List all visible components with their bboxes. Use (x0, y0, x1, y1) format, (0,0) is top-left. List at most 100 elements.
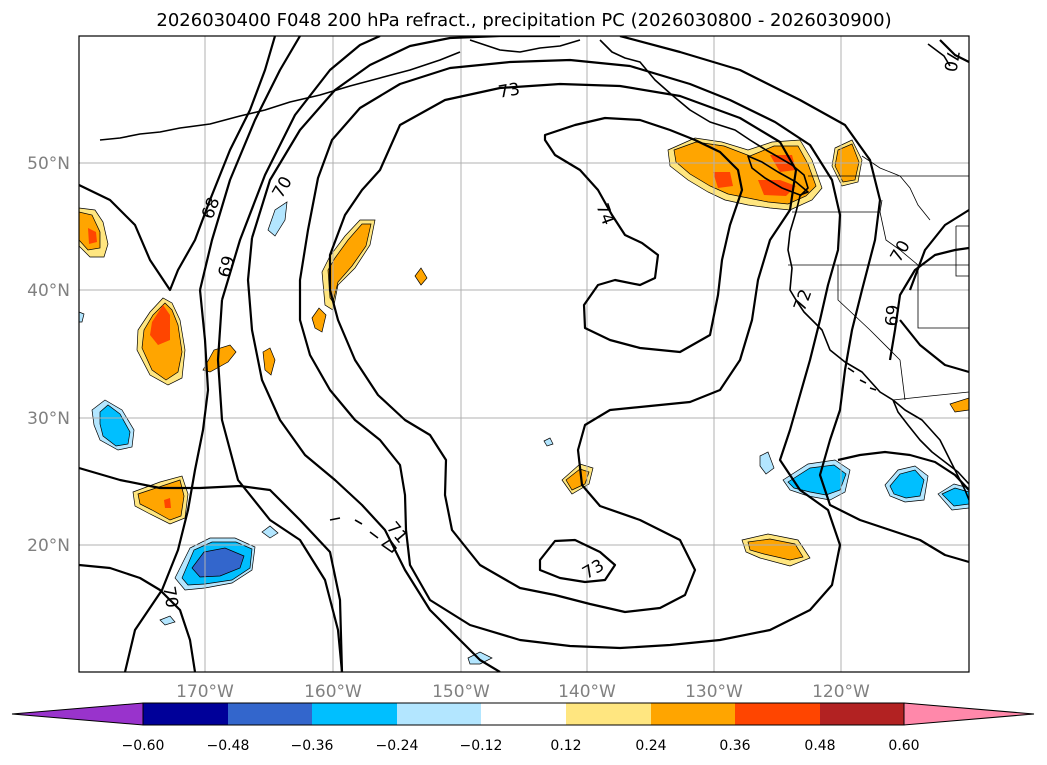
precip-neg-24n-113w-core (941, 487, 969, 507)
coast-north-america (599, 39, 969, 501)
precip-neg-31n-174w-core (99, 404, 131, 447)
colorbar-frame (142, 702, 905, 726)
colorbar-tick-5: −0.12 (460, 738, 503, 754)
lat-label-20n: 20°N (27, 536, 70, 556)
precip-blob-41n-153w (414, 267, 428, 286)
border-idaho (879, 211, 919, 266)
colorbar-segment-4 (397, 703, 481, 725)
precip-neg-28n-143w (543, 437, 554, 447)
contour-70-south (79, 466, 344, 672)
precip-blob-31n-115w (949, 397, 969, 413)
contour-70-top-right (939, 39, 969, 63)
border-california-nevada (837, 265, 906, 401)
coast-gulf-islands (927, 43, 951, 67)
longitude-labels: 170°W 160°W 150°W 140°W 130°W 120°W (176, 682, 870, 702)
precip-neg-16n-172w (159, 615, 176, 626)
map-content: 68 69 70 71 73 74 72 69 70 70 73 70 (79, 36, 969, 672)
precip-blob-38n-160w (311, 307, 327, 333)
contour-label-70-top-right: 70 (939, 48, 962, 73)
lon-label-150w: 150°W (432, 682, 490, 702)
contour-68 (79, 36, 277, 292)
lat-label-40n: 40°N (27, 281, 70, 301)
contour-73 (328, 82, 798, 614)
colorbar-extend-high (903, 702, 1035, 726)
latitude-labels: 50°N 40°N 30°N 20°N (27, 154, 70, 556)
coastlines (99, 39, 969, 553)
lon-label-130w: 130°W (685, 682, 743, 702)
precipitation-shading (79, 137, 969, 665)
colorbar-tick-9: 0.48 (804, 738, 835, 754)
contour-69-west-down (123, 289, 210, 672)
colorbar-segment-9 (820, 703, 904, 725)
border-utah-arizona (917, 265, 969, 329)
precip-blob-24n-173w-core (137, 479, 185, 521)
precip-neg-24n-116w-core (889, 469, 925, 499)
lon-label-120w: 120°W (812, 682, 870, 702)
precip-neg-22n-164w (261, 525, 279, 539)
colorbar-segment-8 (735, 703, 820, 725)
coast-hawaii (329, 517, 397, 553)
precip-blob-37n-173w-max (150, 305, 170, 345)
contour-70-west (220, 36, 381, 301)
contour-70-southeast (899, 319, 969, 374)
lon-label-160w: 160°W (304, 682, 362, 702)
precip-neg-26n-125w (759, 451, 775, 475)
colorbar-extend-low (11, 702, 144, 726)
colorbar-segment-3 (312, 703, 397, 725)
contour-73-outer (538, 538, 617, 584)
map-frame (78, 35, 970, 673)
colorbar-segment-5 (481, 703, 566, 725)
contour-70-east (908, 209, 969, 291)
colorbar-tick-2: −0.48 (207, 738, 250, 754)
colorbar-tick-8: 0.36 (719, 738, 750, 754)
contour-label-73: 73 (497, 79, 522, 102)
lat-label-30n: 30°N (27, 409, 70, 429)
coast-aleutians (99, 51, 461, 141)
coast-socal-islands (847, 367, 877, 391)
precip-blob-36n-164w (262, 347, 276, 376)
refractivity-contours (79, 36, 969, 672)
colorbar-segment-2 (228, 703, 312, 725)
contour-69-west (198, 36, 301, 291)
precip-neg-46n-164w (267, 201, 288, 237)
contour-69-east (888, 246, 969, 361)
contour-72 (298, 58, 842, 650)
colorbar-tick-1: −0.60 (122, 738, 165, 754)
contour-label-69-east: 69 (882, 304, 904, 327)
contour-71 (250, 36, 969, 564)
lon-label-170w: 170°W (176, 682, 234, 702)
contour-74 (543, 116, 744, 354)
figure-title: 2026030400 F048 200 hPa refract., precip… (156, 10, 891, 31)
border-canada-interior (861, 155, 931, 221)
precip-blob-19n-127w-core (747, 538, 804, 561)
coast-vancouver-island (747, 155, 809, 196)
colorbar-tick-3: −0.36 (291, 738, 334, 754)
political-borders (788, 155, 969, 401)
precip-band-pnw-max-1 (713, 172, 733, 188)
lon-label-140w: 140°W (558, 682, 616, 702)
colorbar-segment-6 (566, 703, 651, 725)
contour-71-inner (246, 237, 501, 672)
coast-baja (892, 399, 969, 485)
precip-blob-36n-168w (202, 344, 237, 373)
colorbar-tick-10: 0.60 (888, 738, 919, 754)
contour-70-southwest (79, 563, 197, 672)
coast-alaska (469, 39, 581, 53)
precip-blob-24n-173w-max (164, 498, 171, 508)
colorbar-tick-6: 0.12 (550, 738, 581, 754)
colorbar: −0.60 −0.48 −0.36 −0.24 −0.12 0.12 0.24 … (11, 702, 1035, 754)
precip-blob-west-edge-max (88, 228, 97, 244)
border-interior-west (955, 225, 969, 277)
colorbar-tick-4: −0.24 (376, 738, 419, 754)
colorbar-tick-7: 0.24 (635, 738, 666, 754)
contour-70-lower-east (837, 450, 969, 491)
colorbar-segment-1 (143, 703, 228, 725)
precip-band-pnw-max-2 (758, 180, 796, 196)
colorbar-segment-7 (651, 703, 735, 725)
border-us-mexico (892, 391, 969, 401)
contour-70-west-down (216, 299, 344, 672)
lat-label-50n: 50°N (27, 154, 70, 174)
precip-neg-39n-180w (79, 311, 85, 323)
contour-label-70-southwest: 70 (158, 585, 181, 610)
